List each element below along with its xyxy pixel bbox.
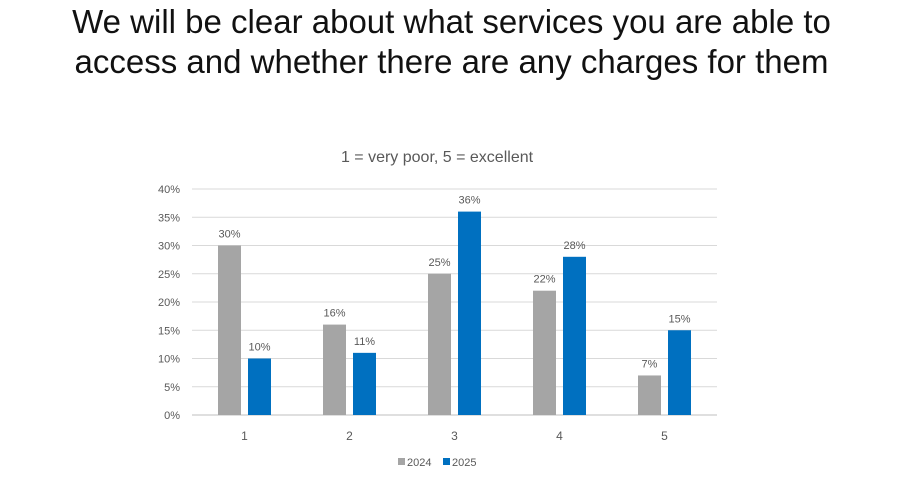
- legend-swatch-2024: [398, 458, 405, 465]
- legend-label-2024: 2024: [407, 457, 431, 469]
- y-tick-label: 15%: [158, 325, 180, 337]
- bar-2024-2: [323, 324, 346, 415]
- bar-2025-5: [668, 330, 691, 415]
- data-label-2024-3: 25%: [428, 257, 450, 269]
- bar-2024-4: [533, 290, 556, 415]
- data-labels: 30% 10% 16% 11% 25% 36% 22% 28% 7% 15%: [218, 195, 690, 371]
- x-tick-label: 1: [241, 429, 248, 443]
- legend-label-2025: 2025: [452, 457, 476, 469]
- data-label-2025-5: 15%: [668, 313, 690, 325]
- data-label-2024-2: 16%: [323, 308, 345, 320]
- bar-2025-2: [353, 352, 376, 415]
- bar-2024-1: [218, 245, 241, 415]
- bar-2024-5: [638, 375, 661, 415]
- x-tick-label: 3: [451, 429, 458, 443]
- chart-subtitle: 1 = very poor, 5 = excellent: [341, 149, 534, 166]
- data-label-2025-1: 10%: [248, 342, 270, 354]
- x-tick-label: 4: [556, 429, 563, 443]
- x-tick-label: 2: [346, 429, 353, 443]
- y-tick-label: 5%: [164, 382, 180, 394]
- slide-heading: We will be clear about what services you…: [0, 2, 903, 82]
- slide-heading-line-1: We will be clear about what services you…: [72, 3, 831, 40]
- data-label-2025-2: 11%: [354, 336, 375, 348]
- y-tick-label: 25%: [158, 269, 180, 281]
- y-tick-label: 0%: [164, 410, 180, 422]
- y-tick-label: 30%: [158, 241, 180, 253]
- y-tick-label: 35%: [158, 212, 180, 224]
- data-label-2024-4: 22%: [533, 274, 555, 286]
- x-axis: 1 2 3 4 5: [241, 429, 668, 443]
- chart-gridlines: [192, 188, 717, 416]
- data-label-2025-3: 36%: [458, 195, 480, 207]
- chart-legend: 2024 2025: [398, 457, 476, 469]
- y-tick-label: 40%: [158, 184, 180, 196]
- slide-heading-line-2: access and whether there are any charges…: [74, 43, 829, 80]
- data-label-2025-4: 28%: [563, 240, 585, 252]
- x-tick-label: 5: [661, 429, 668, 443]
- chart-bars: [218, 211, 691, 415]
- bar-2024-3: [428, 273, 451, 415]
- bar-2025-4: [563, 256, 586, 415]
- y-tick-label: 20%: [158, 297, 180, 309]
- data-label-2024-1: 30%: [218, 229, 240, 241]
- y-axis: 0% 5% 10% 15% 20% 25% 30% 35% 40%: [158, 184, 180, 422]
- data-label-2024-5: 7%: [642, 358, 658, 370]
- legend-swatch-2025: [443, 458, 450, 465]
- bar-2025-1: [248, 358, 271, 415]
- y-tick-label: 10%: [158, 354, 180, 366]
- bar-2025-3: [458, 211, 481, 415]
